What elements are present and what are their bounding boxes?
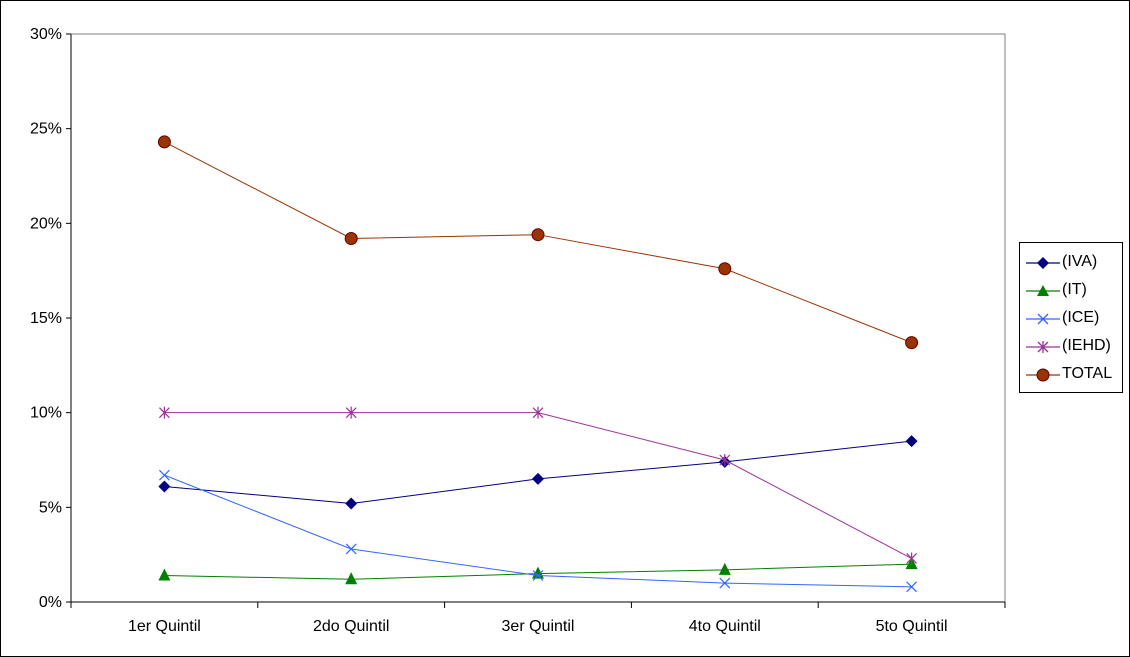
legend-entry-iva: (IVA) bbox=[1020, 249, 1124, 275]
legend-entry-it: (IT) bbox=[1020, 277, 1124, 303]
x-tick-label: 3er Quintil bbox=[502, 618, 575, 635]
legend-entry-total: TOTAL bbox=[1020, 361, 1124, 387]
y-tick-label: 5% bbox=[39, 499, 62, 516]
data-point-star bbox=[158, 406, 170, 419]
data-point-triangle bbox=[158, 568, 171, 581]
data-point-triangle bbox=[345, 572, 358, 585]
data-point-diamond bbox=[345, 497, 358, 510]
data-point-circle bbox=[344, 231, 358, 245]
series-1 bbox=[158, 435, 918, 510]
legend-entry-ice: (ICE) bbox=[1020, 305, 1124, 331]
legend-label-iehd: (IEHD) bbox=[1062, 337, 1111, 354]
legend-marker-iva bbox=[1026, 257, 1060, 269]
y-tick-label: 15% bbox=[30, 310, 62, 327]
y-tick-label: 30% bbox=[30, 26, 62, 43]
data-point-circle bbox=[905, 336, 919, 350]
data-point-star bbox=[345, 406, 357, 419]
legend-marker-total bbox=[1026, 368, 1060, 382]
legend-marker-iehd bbox=[1026, 341, 1060, 353]
data-point-circle bbox=[531, 228, 545, 242]
x-tick-label: 4to Quintil bbox=[689, 618, 761, 635]
data-point-x bbox=[719, 577, 731, 589]
y-tick-label: 20% bbox=[30, 215, 62, 232]
legend-label-iva: (IVA) bbox=[1062, 253, 1098, 270]
data-point-circle bbox=[718, 262, 732, 276]
legend-label-ice: (ICE) bbox=[1062, 309, 1100, 326]
data-point-triangle bbox=[718, 562, 731, 575]
chart-legend: (IVA) (IT) (ICE) (IEHD) TOTAL bbox=[1019, 242, 1123, 393]
data-point-diamond bbox=[905, 435, 918, 448]
legend-label-it: (IT) bbox=[1062, 281, 1087, 298]
data-point-x bbox=[158, 469, 170, 481]
x-tick-label: 2do Quintil bbox=[313, 618, 390, 635]
y-tick-label: 25% bbox=[30, 121, 62, 138]
data-point-star bbox=[532, 406, 544, 419]
legend-marker-it bbox=[1026, 285, 1060, 296]
plot-area bbox=[70, 33, 1006, 603]
data-point-x bbox=[906, 581, 918, 593]
y-tick-label: 0% bbox=[39, 594, 62, 611]
data-point-star bbox=[906, 552, 918, 565]
data-point-x bbox=[345, 543, 357, 555]
series-5 bbox=[157, 135, 919, 350]
x-tick-label: 5to Quintil bbox=[876, 618, 948, 635]
legend-label-total: TOTAL bbox=[1062, 365, 1113, 382]
data-point-diamond bbox=[158, 480, 171, 493]
series-3 bbox=[158, 469, 918, 593]
y-tick-label: 10% bbox=[30, 405, 62, 422]
data-point-x bbox=[532, 570, 544, 581]
data-point-star bbox=[719, 454, 731, 466]
data-point-diamond bbox=[532, 472, 544, 485]
legend-entry-iehd: (IEHD) bbox=[1020, 333, 1124, 359]
data-point-circle bbox=[157, 135, 171, 149]
series-4 bbox=[158, 406, 918, 565]
x-tick-label: 1er Quintil bbox=[128, 618, 201, 635]
legend-marker-ice bbox=[1026, 313, 1060, 325]
